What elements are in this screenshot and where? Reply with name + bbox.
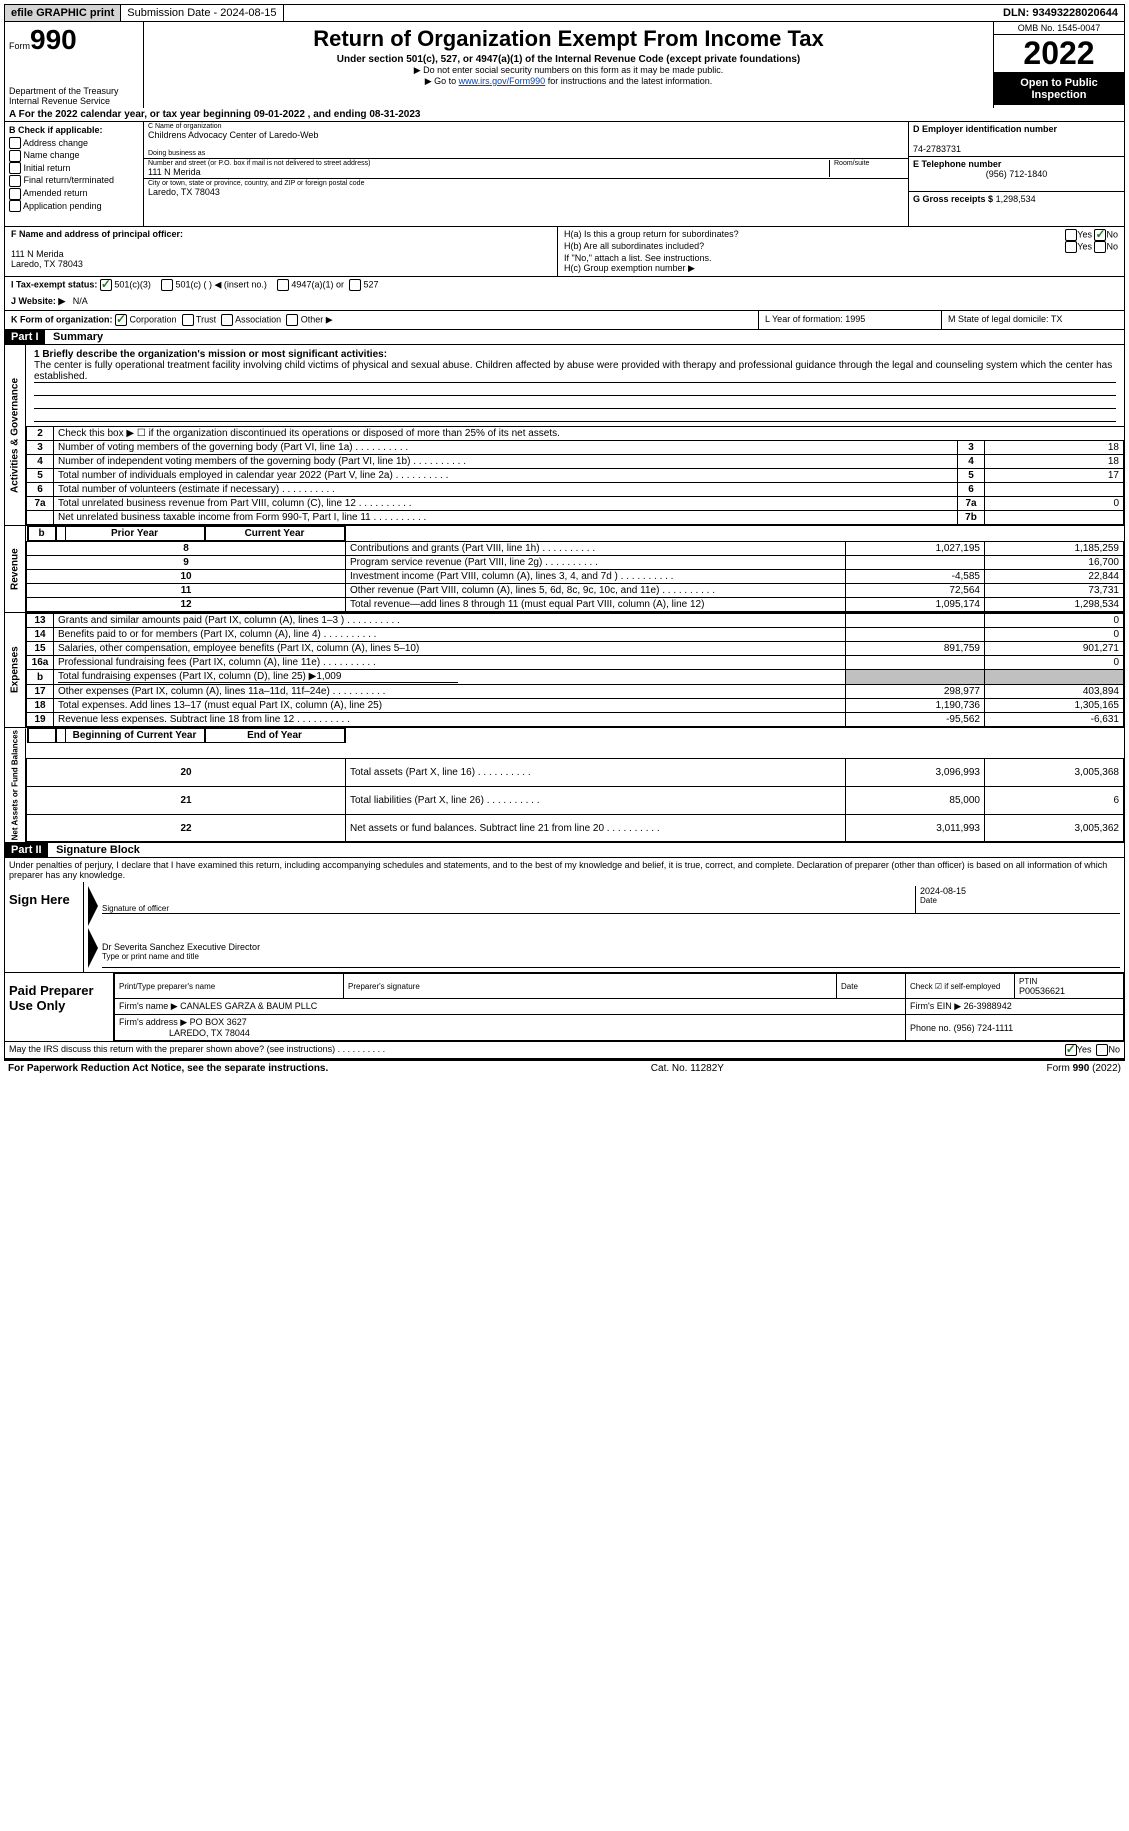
checkbox-501c[interactable]	[161, 279, 173, 291]
row-k: K Form of organization: Corporation Trus…	[4, 311, 1125, 330]
officer-name: Dr Severita Sanchez Executive Director	[102, 942, 1120, 952]
checkbox-hb-yes[interactable]	[1065, 241, 1077, 253]
side-activities: Activities & Governance	[5, 345, 26, 525]
checkbox-app-pending[interactable]	[9, 200, 21, 212]
side-netassets: Net Assets or Fund Balances	[5, 728, 26, 842]
firm-addr1: PO BOX 3627	[190, 1017, 247, 1027]
checkbox-final-return[interactable]	[9, 175, 21, 187]
website: N/A	[73, 296, 88, 306]
paid-preparer-label: Paid Preparer Use Only	[5, 973, 114, 1041]
paperwork-notice: For Paperwork Reduction Act Notice, see …	[8, 1063, 328, 1074]
side-revenue: Revenue	[5, 526, 26, 612]
sign-here-label: Sign Here	[5, 882, 84, 972]
footer: For Paperwork Reduction Act Notice, see …	[4, 1059, 1125, 1076]
cat-no: Cat. No. 11282Y	[651, 1063, 724, 1074]
mission-text: The center is fully operational treatmen…	[34, 360, 1116, 383]
side-expenses: Expenses	[5, 613, 26, 727]
omb-number: OMB No. 1545-0047	[994, 22, 1124, 35]
penalty-statement: Under penalties of perjury, I declare th…	[4, 858, 1125, 882]
col-b-checkboxes: B Check if applicable: Address change Na…	[5, 122, 143, 226]
submission-date: Submission Date - 2024-08-15	[121, 5, 283, 21]
irs-link[interactable]: www.irs.gov/Form990	[459, 76, 546, 86]
row-j: J Website: ▶ N/A	[4, 293, 1125, 311]
mission-block: 1 Briefly describe the organization's mi…	[26, 345, 1124, 426]
firm-name: CANALES GARZA & BAUM PLLC	[180, 1001, 317, 1011]
row-a-tax-year: A For the 2022 calendar year, or tax yea…	[4, 108, 1125, 122]
expenses-table: 13Grants and similar amounts paid (Part …	[26, 613, 1124, 727]
checkbox-name-change[interactable]	[9, 150, 21, 162]
tax-year: 2022	[994, 35, 1124, 73]
firm-addr2: LAREDO, TX 78044	[169, 1028, 250, 1038]
arrow-icon	[88, 928, 98, 968]
checkbox-initial-return[interactable]	[9, 162, 21, 174]
subtitle-2: ▶ Do not enter social security numbers o…	[148, 65, 989, 76]
checkbox-4947[interactable]	[277, 279, 289, 291]
checkbox-trust[interactable]	[182, 314, 194, 326]
subtitle-1: Under section 501(c), 527, or 4947(a)(1)…	[148, 54, 989, 65]
form-ref: Form 990 (2022)	[1047, 1063, 1121, 1074]
phone: (956) 712-1840	[913, 169, 1120, 179]
row-f-h: F Name and address of principal officer:…	[4, 227, 1125, 277]
row-i: I Tax-exempt status: 501(c)(3) 501(c) ( …	[4, 277, 1125, 293]
org-name: Childrens Advocacy Center of Laredo-Web	[148, 130, 904, 140]
checkbox-hb-no[interactable]	[1094, 241, 1106, 253]
checkbox-discuss-yes[interactable]	[1065, 1044, 1077, 1056]
checkbox-ha-yes[interactable]	[1065, 229, 1077, 241]
checkbox-discuss-no[interactable]	[1096, 1044, 1108, 1056]
sig-date: 2024-08-15	[920, 886, 1120, 896]
col-d-ein: D Employer identification number 74-2783…	[909, 122, 1124, 226]
officer-addr1: 111 N Merida	[11, 249, 64, 259]
ptin: P00536621	[1019, 986, 1065, 996]
checkbox-corp[interactable]	[115, 314, 127, 326]
checkbox-other[interactable]	[286, 314, 298, 326]
part-ii-title: Signature Block	[50, 843, 146, 857]
firm-phone: (956) 724-1111	[954, 1023, 1014, 1033]
dept-treasury: Department of the Treasury	[9, 86, 139, 96]
city-state-zip: Laredo, TX 78043	[148, 187, 904, 197]
top-bar: efile GRAPHIC print Submission Date - 20…	[4, 4, 1125, 22]
firm-ein: 26-3988942	[964, 1001, 1012, 1011]
subtitle-3: ▶ Go to www.irs.gov/Form990 for instruct…	[148, 76, 989, 87]
gross-receipts: 1,298,534	[996, 194, 1036, 204]
irs-label: Internal Revenue Service	[9, 96, 139, 106]
arrow-icon	[88, 886, 98, 926]
open-to-public: Open to Public Inspection	[994, 73, 1124, 105]
checkbox-address-change[interactable]	[9, 137, 21, 149]
form-header: Form990 Department of the Treasury Inter…	[4, 22, 1125, 108]
signature-block: Sign Here Signature of officer 2024-08-1…	[4, 882, 1125, 973]
netassets-table: Beginning of Current YearEnd of Year 20T…	[26, 728, 1124, 842]
revenue-table: bPrior YearCurrent Year 8Contributions a…	[26, 526, 1124, 612]
form-number: Form990	[9, 24, 139, 56]
part-i-header: Part I	[5, 330, 45, 344]
section-bcd: B Check if applicable: Address change Na…	[4, 122, 1125, 227]
checkbox-assoc[interactable]	[221, 314, 233, 326]
part-ii-header: Part II	[5, 843, 48, 857]
checkbox-ha-no[interactable]	[1094, 229, 1106, 241]
state-domicile: M State of legal domicile: TX	[942, 311, 1124, 329]
col-c-org-info: C Name of organization Childrens Advocac…	[143, 122, 909, 226]
may-irs-discuss: May the IRS discuss this return with the…	[4, 1042, 1125, 1059]
checkbox-amended[interactable]	[9, 188, 21, 200]
paid-preparer-block: Paid Preparer Use Only Print/Type prepar…	[4, 973, 1125, 1042]
part-i-title: Summary	[47, 330, 109, 344]
ein: 74-2783731	[913, 144, 961, 154]
form-title: Return of Organization Exempt From Incom…	[148, 26, 989, 52]
governance-table: 2Check this box ▶ ☐ if the organization …	[26, 426, 1124, 525]
street-address: 111 N Merida	[148, 167, 829, 177]
officer-addr2: Laredo, TX 78043	[11, 259, 83, 269]
checkbox-501c3[interactable]	[100, 279, 112, 291]
efile-print-button[interactable]: efile GRAPHIC print	[5, 5, 121, 21]
dln: DLN: 93493228020644	[997, 5, 1124, 21]
checkbox-527[interactable]	[349, 279, 361, 291]
year-formation: L Year of formation: 1995	[759, 311, 942, 329]
